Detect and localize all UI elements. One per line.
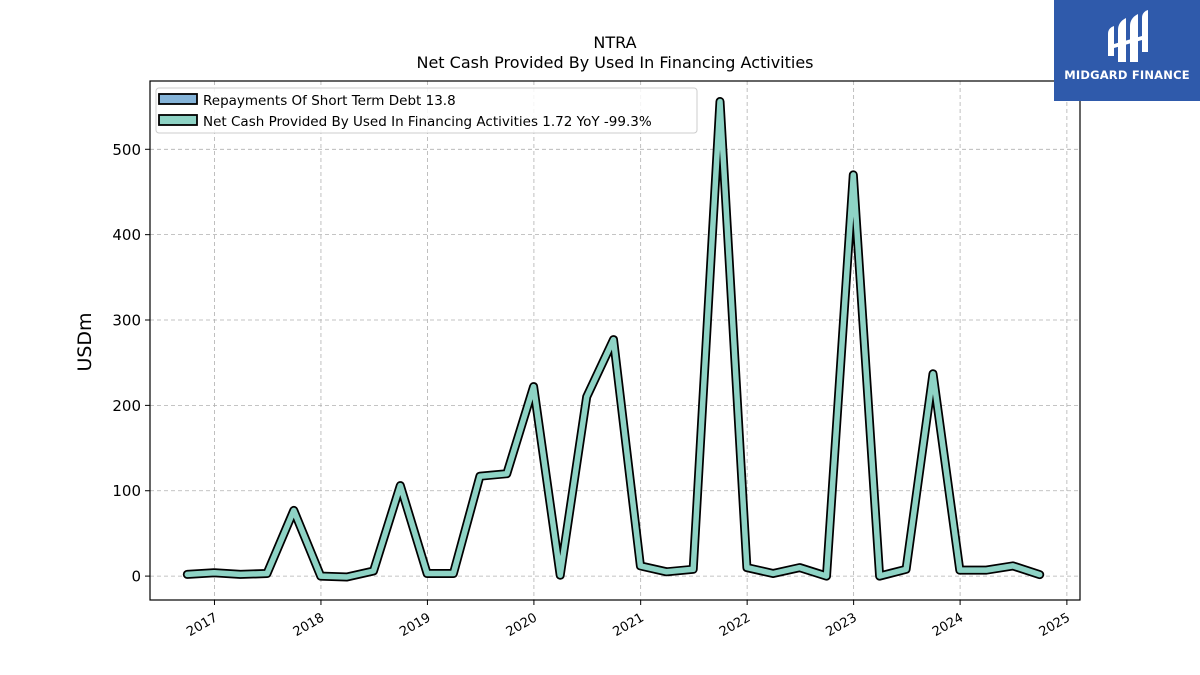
x-tick-label: 2022 [717,610,753,640]
legend: Repayments Of Short Term Debt 13.8 Net C… [155,87,698,134]
legend-label-repayments: Repayments Of Short Term Debt 13.8 [203,93,456,109]
plot-frame [149,80,1081,601]
y-tick-label: 500 [112,141,141,159]
x-tick-label: 2024 [930,610,966,640]
legend-swatch-net-cash [158,114,198,126]
y-tick-label: 400 [112,226,141,244]
x-tick-label: 2019 [397,610,433,640]
x-tick-label: 2020 [504,610,540,640]
brand-name: MIDGARD FINANCE [1064,68,1190,82]
y-axis: 0 100 200 300 400 500 [112,141,150,586]
x-tick-label: 2021 [611,610,647,640]
series-line-1 [184,98,1043,580]
x-tick-label: 2018 [291,610,327,640]
series-layer [182,97,1045,582]
y-tick-label: 0 [131,568,141,586]
legend-label-net-cash: Net Cash Provided By Used In Financing A… [203,114,652,130]
x-tick-label: 2023 [823,610,859,640]
y-axis-label: USDm [74,312,96,371]
brand-logo: MIDGARD FINANCE [1054,0,1200,101]
y-tick-label: 200 [112,397,141,415]
y-tick-label: 300 [112,312,141,330]
chart-title: NTRA [593,33,636,52]
legend-box [155,87,698,134]
x-tick-label: 2025 [1037,610,1073,640]
midgard-mh-logo-icon [1108,10,1148,62]
x-axis: 2017 2018 2019 2020 2021 2022 2023 2024 2025 [184,600,1073,640]
chart-subtitle: Net Cash Provided By Used In Financing A… [416,53,813,72]
x-tick-label: 2017 [184,610,220,640]
y-tick-label: 100 [112,482,141,500]
grid-lines [150,81,1080,600]
legend-swatch-repayments [158,93,198,105]
